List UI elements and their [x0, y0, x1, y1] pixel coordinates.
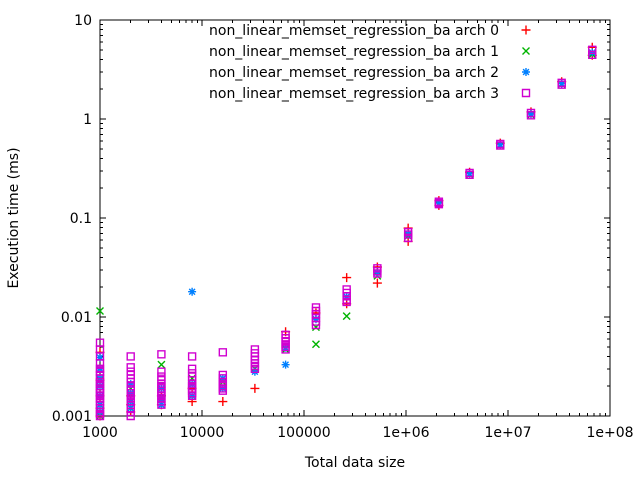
data-point — [157, 384, 166, 393]
data-point — [157, 360, 166, 369]
data-point — [96, 391, 104, 400]
y-tick-label: 10 — [74, 13, 92, 29]
data-point — [342, 273, 352, 283]
y-tick-label: 0.001 — [52, 409, 92, 425]
x-tick-label: 100000 — [277, 425, 330, 441]
legend-entry-0: non_linear_memset_regression_ba arch 0 — [209, 23, 531, 39]
legend-marker-cross — [522, 47, 530, 55]
data-point — [96, 353, 104, 362]
legend-entry-1: non_linear_memset_regression_ba arch 1 — [209, 44, 530, 60]
data-point — [281, 345, 290, 354]
data-point — [126, 411, 135, 421]
data-point — [311, 340, 320, 349]
data-point — [218, 384, 227, 393]
legend: non_linear_memset_regression_ba arch 0 no… — [209, 23, 531, 102]
data-point — [157, 400, 166, 409]
data-point — [342, 297, 351, 307]
data-points-layer — [95, 42, 597, 421]
axis-ticks: 1000 10000 100000 1e+06 1e+07 1e+08 0.001 0.01 0… — [52, 13, 634, 441]
data-point — [588, 50, 597, 60]
legend-label: non_linear_memset_regression_ba arch 3 — [209, 86, 499, 102]
data-point — [218, 397, 228, 407]
data-point — [588, 48, 597, 57]
data-point — [250, 364, 260, 373]
data-point — [311, 315, 320, 324]
data-point — [496, 140, 505, 149]
x-tick-label: 1e+07 — [484, 425, 531, 441]
x-tick-label: 1e+06 — [382, 425, 429, 441]
data-point — [373, 269, 382, 278]
data-point — [187, 364, 197, 373]
x-axis-title: Total data size — [304, 455, 405, 471]
data-point — [311, 320, 321, 330]
legend-entry-2: non_linear_memset_regression_ba arch 2 — [209, 65, 530, 81]
data-point — [126, 380, 135, 389]
data-point — [157, 367, 166, 376]
data-point — [95, 411, 105, 421]
data-point — [126, 389, 135, 398]
data-point — [96, 306, 104, 315]
data-point — [496, 141, 505, 150]
y-tick-label: 0.1 — [70, 211, 92, 227]
x-tick-label: 1000 — [82, 425, 118, 441]
data-point — [188, 287, 197, 296]
data-point — [187, 391, 197, 400]
data-point — [465, 170, 474, 180]
legend-entry-3: non_linear_memset_regression_ba arch 3 — [209, 86, 531, 102]
legend-marker-plus — [521, 25, 531, 35]
data-point — [373, 268, 382, 277]
data-point — [157, 350, 166, 359]
data-point — [403, 233, 413, 243]
y-axis-title: Execution time (ms) — [6, 147, 22, 288]
data-point — [218, 386, 228, 395]
data-point — [126, 352, 135, 361]
legend-label: non_linear_memset_regression_ba arch 1 — [209, 44, 499, 60]
legend-marker-square — [521, 88, 531, 98]
legend-label: non_linear_memset_regression_ba arch 2 — [209, 65, 499, 81]
data-point — [526, 110, 535, 119]
data-point — [218, 348, 228, 357]
data-point — [250, 383, 260, 393]
data-point — [188, 391, 197, 400]
data-point — [281, 360, 290, 369]
data-point — [126, 363, 135, 372]
legend-marker-asterisk — [522, 68, 530, 76]
data-point — [372, 278, 382, 288]
x-tick-label: 1e+08 — [586, 425, 633, 441]
series-arch-2 — [96, 48, 597, 416]
data-point — [526, 111, 536, 120]
data-point — [557, 79, 566, 88]
data-point — [342, 312, 351, 321]
series-arch-1 — [96, 50, 597, 420]
x-tick-label: 10000 — [180, 425, 225, 441]
legend-label: non_linear_memset_regression_ba arch 0 — [209, 23, 499, 39]
data-point — [187, 352, 197, 361]
y-tick-label: 0.01 — [61, 310, 92, 326]
data-point — [434, 199, 444, 209]
data-point — [465, 169, 474, 178]
data-point — [557, 80, 566, 89]
y-tick-label: 1 — [83, 112, 92, 128]
series-arch-3 — [95, 45, 597, 421]
data-point — [434, 199, 443, 208]
